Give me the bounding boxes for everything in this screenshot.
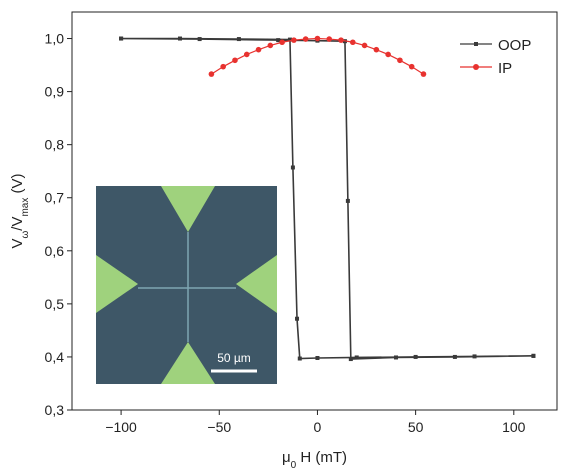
point: [472, 354, 477, 359]
y-tick-label: 0,6: [45, 243, 65, 259]
point: [287, 37, 292, 42]
x-tick-label: −100: [105, 419, 137, 435]
point: [208, 71, 215, 77]
y-axis-label-part: (V): [9, 173, 26, 197]
legend-marker: [473, 64, 479, 70]
point: [345, 198, 350, 203]
x-axis-label-part: μ: [282, 449, 291, 466]
point: [452, 354, 457, 359]
point: [326, 36, 333, 42]
y-tick-label: 0,9: [45, 84, 65, 100]
point: [315, 355, 320, 360]
point: [420, 71, 427, 77]
y-axis-label-part: /V: [9, 217, 26, 231]
legend-marker: [474, 42, 478, 46]
plot-frame: [71, 11, 558, 411]
point: [349, 39, 356, 46]
y-tick-label: 0,5: [45, 296, 65, 312]
x-tick-label: 0: [314, 419, 322, 435]
inset-image: [96, 186, 277, 384]
point: [531, 353, 536, 358]
point: [397, 57, 403, 64]
point: [255, 46, 262, 53]
point: [267, 42, 274, 49]
point: [373, 46, 380, 53]
point: [413, 354, 418, 359]
x-axis-label-part: 0: [291, 460, 297, 471]
y-axis-label-part: ω: [20, 231, 31, 239]
point: [408, 63, 415, 70]
point: [314, 35, 321, 42]
y-tick-label: 0,8: [45, 137, 65, 153]
point: [197, 37, 202, 42]
y-tick-label: 0,3: [45, 402, 65, 418]
point: [276, 38, 281, 43]
point: [290, 165, 295, 170]
y-tick-label: 0,7: [45, 190, 65, 206]
point: [236, 37, 241, 42]
point: [385, 51, 391, 58]
x-tick-label: 50: [408, 419, 424, 435]
point: [220, 63, 226, 70]
legend-label: IP: [498, 60, 512, 77]
y-tick-label: 1,0: [45, 31, 65, 47]
point: [177, 36, 182, 41]
point: [279, 39, 285, 46]
point: [232, 57, 238, 64]
point: [393, 355, 398, 360]
y-axis-label-part: V: [9, 239, 26, 249]
point: [338, 37, 344, 43]
x-tick-label: 100: [502, 419, 526, 435]
scale-label: 50 µm: [217, 351, 251, 365]
point: [119, 36, 124, 41]
point: [291, 37, 297, 43]
point: [348, 357, 353, 362]
point: [297, 356, 302, 361]
legend-label: OOP: [498, 37, 531, 54]
point: [243, 51, 250, 58]
point: [361, 42, 368, 49]
x-axis-label: μ0 H (mT): [282, 449, 347, 470]
point: [354, 355, 359, 360]
y-tick-label: 0,4: [45, 349, 65, 365]
point: [295, 316, 300, 321]
y-axis-label: Vω/Vmax (V): [9, 173, 31, 248]
series-line: [211, 37, 424, 75]
point: [302, 36, 309, 42]
x-axis-label-part: H (mT): [296, 449, 347, 466]
x-tick-label: −50: [207, 419, 231, 435]
y-axis-label-part: max: [20, 198, 31, 217]
